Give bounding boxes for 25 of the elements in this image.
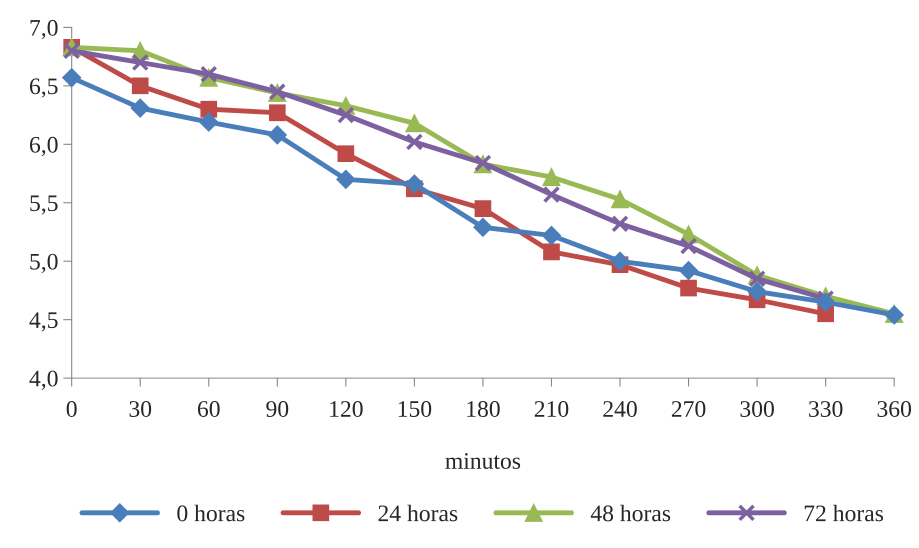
legend-label: 0 horas: [177, 504, 244, 522]
x-tick-label: 30: [130, 401, 152, 417]
y-tick-label: 4,0: [29, 370, 58, 390]
x-tick-label: 150: [398, 401, 432, 417]
legend-label: 48 horas: [590, 504, 670, 522]
legend-label: 24 horas: [378, 504, 458, 522]
y-tick-label: 5,0: [30, 254, 58, 274]
x-tick-label: 60: [198, 401, 220, 417]
y-tick-label: 5,5: [30, 195, 58, 215]
x-tick-label: 360: [878, 401, 911, 417]
legend-label: 72 horas: [804, 504, 884, 522]
x-tick-label: 120: [330, 401, 363, 417]
x-tick-label: 180: [467, 401, 500, 417]
y-tick-label: 6,0: [30, 136, 58, 156]
y-tick-label: 4,5: [29, 312, 58, 332]
x-tick-label: 300: [740, 401, 774, 417]
x-axis-title: minutos: [445, 453, 520, 469]
y-tick-label: 7,0: [30, 20, 58, 40]
y-tick-label: 6,5: [30, 78, 58, 98]
x-tick-label: 270: [672, 401, 706, 417]
x-tick-label: 240: [603, 401, 637, 417]
x-tick-label: 90: [266, 401, 288, 417]
x-tick-label: 210: [534, 401, 568, 417]
x-tick-label: 0: [66, 401, 77, 417]
x-tick-label: 330: [809, 401, 842, 417]
